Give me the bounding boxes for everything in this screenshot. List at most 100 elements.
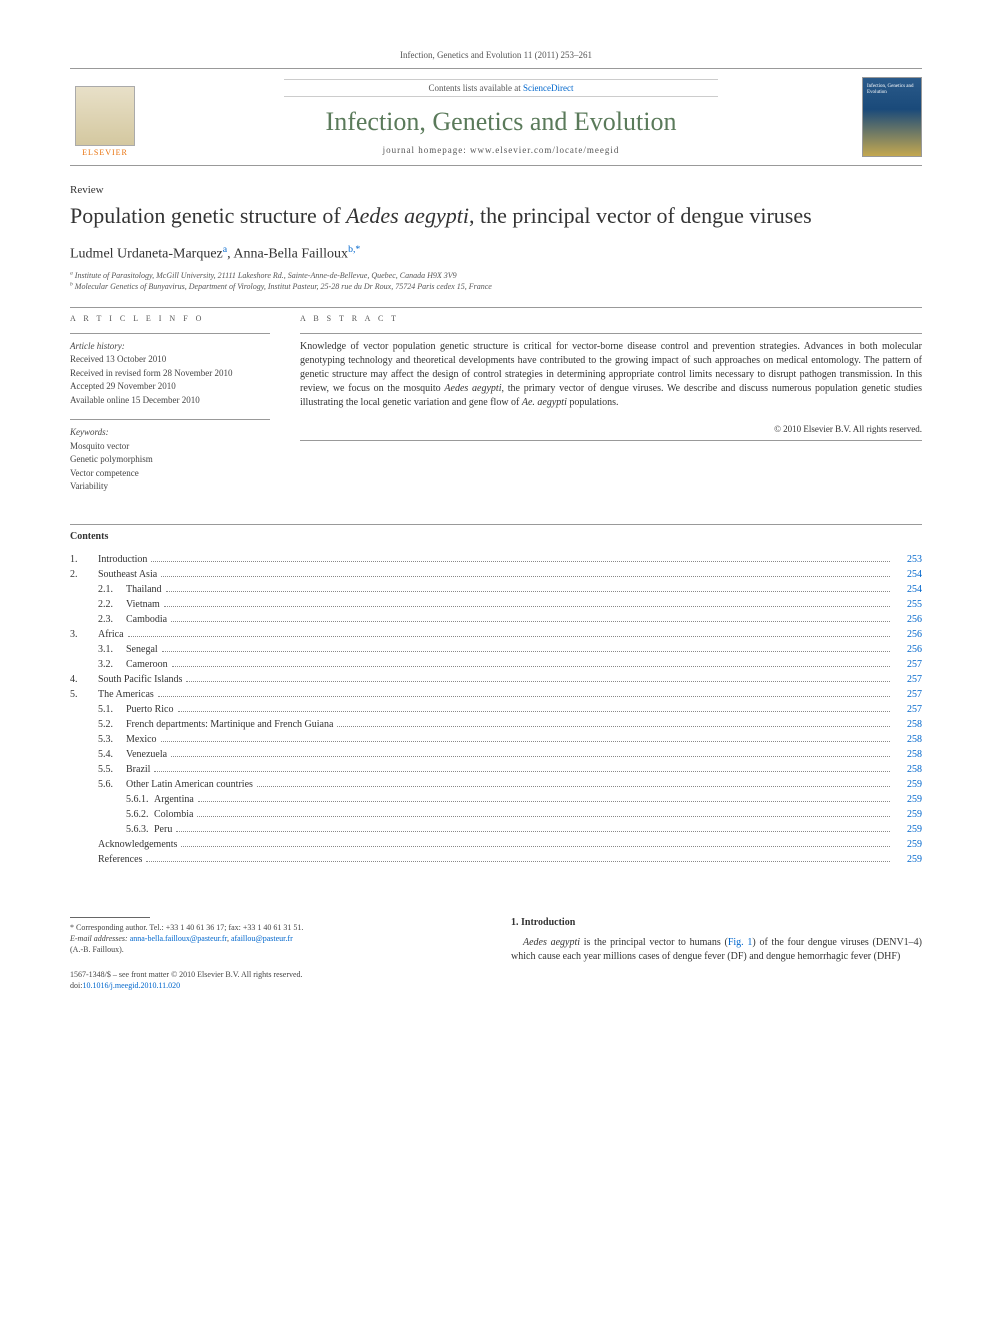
doi-link[interactable]: 10.1016/j.meegid.2010.11.020 — [82, 981, 180, 990]
toc-row[interactable]: 5.1.Puerto Rico257 — [70, 702, 922, 717]
contents-available: Contents lists available at ScienceDirec… — [284, 79, 717, 97]
toc-row[interactable]: 5.6.1.Argentina 259 — [70, 792, 922, 807]
toc-row[interactable]: 5.2.French departments: Martinique and F… — [70, 717, 922, 732]
journal-cover-thumb[interactable]: Infection, Genetics and Evolution — [862, 77, 922, 157]
corresponding-mark[interactable]: * — [355, 244, 360, 255]
toc-row[interactable]: References259 — [70, 852, 922, 867]
toc-page[interactable]: 256 — [894, 642, 922, 657]
toc-row[interactable]: 2.Southeast Asia254 — [70, 567, 922, 582]
sciencedirect-link[interactable]: ScienceDirect — [523, 83, 573, 93]
author-2[interactable]: Anna-Bella Failloux — [233, 246, 348, 261]
toc-page[interactable]: 254 — [894, 582, 922, 597]
toc-page[interactable]: 257 — [894, 657, 922, 672]
toc-row[interactable]: 4.South Pacific Islands257 — [70, 672, 922, 687]
toc-page[interactable]: 258 — [894, 762, 922, 777]
footnote-rule — [70, 917, 150, 918]
contents-text: Contents lists available at — [429, 83, 523, 93]
elsevier-logo[interactable]: ELSEVIER — [70, 77, 140, 157]
divider — [70, 419, 270, 420]
divider — [300, 440, 922, 441]
toc-page[interactable]: 258 — [894, 717, 922, 732]
toc-number: 5.6.1. — [126, 792, 154, 807]
intro-paragraph: Aedes aegypti is the principal vector to… — [511, 936, 922, 964]
toc-dots — [128, 636, 890, 637]
toc-number: 1. — [70, 552, 98, 567]
masthead-center: Contents lists available at ScienceDirec… — [140, 77, 862, 157]
toc-page[interactable]: 253 — [894, 552, 922, 567]
toc-page[interactable]: 259 — [894, 807, 922, 822]
article-title: Population genetic structure of Aedes ae… — [70, 202, 922, 230]
toc-page[interactable]: 256 — [894, 627, 922, 642]
figure-1-link[interactable]: Fig. 1 — [728, 937, 753, 948]
left-column: * Corresponding author. Tel.: +33 1 40 6… — [70, 917, 481, 992]
toc-dots — [154, 771, 890, 772]
email-2[interactable]: afaillou@pasteur.fr — [231, 934, 293, 943]
toc-dots — [171, 621, 890, 622]
toc-page[interactable]: 259 — [894, 852, 922, 867]
toc-page[interactable]: 257 — [894, 702, 922, 717]
toc-page[interactable]: 259 — [894, 822, 922, 837]
toc-row[interactable]: 2.1.Thailand254 — [70, 582, 922, 597]
info-abstract-row: A R T I C L E I N F O Article history: R… — [70, 314, 922, 506]
toc-row[interactable]: Acknowledgements259 — [70, 837, 922, 852]
toc-dots — [172, 666, 890, 667]
journal-homepage[interactable]: journal homepage: www.elsevier.com/locat… — [140, 145, 862, 155]
toc-label: Cameroon — [126, 657, 168, 672]
doi-line: doi:10.1016/j.meegid.2010.11.020 — [70, 980, 481, 991]
toc-label: Venezuela — [126, 747, 167, 762]
accepted-date: Accepted 29 November 2010 — [70, 380, 270, 394]
toc-row[interactable]: 5.3.Mexico258 — [70, 732, 922, 747]
toc-page[interactable]: 256 — [894, 612, 922, 627]
affiliations: a Institute of Parasitology, McGill Univ… — [70, 270, 922, 292]
email-1[interactable]: anna-bella.failloux@pasteur.fr — [130, 934, 227, 943]
toc-row[interactable]: 5.4.Venezuela258 — [70, 747, 922, 762]
toc-row[interactable]: 2.3.Cambodia256 — [70, 612, 922, 627]
toc-row[interactable]: 5.5.Brazil258 — [70, 762, 922, 777]
toc-row[interactable]: 5.6.3.Peru259 — [70, 822, 922, 837]
bottom-columns: * Corresponding author. Tel.: +33 1 40 6… — [70, 917, 922, 992]
toc-label: Africa — [98, 627, 124, 642]
toc-page[interactable]: 257 — [894, 672, 922, 687]
article-info-heading: A R T I C L E I N F O — [70, 314, 270, 323]
toc-number: 5.5. — [98, 762, 126, 777]
toc-row[interactable]: 5.6.Other Latin American countries259 — [70, 777, 922, 792]
divider — [300, 333, 922, 334]
keyword-1: Mosquito vector — [70, 440, 270, 454]
authors: Ludmel Urdaneta-Marqueza, Anna-Bella Fai… — [70, 244, 922, 263]
toc-number: 3.2. — [98, 657, 126, 672]
toc-page[interactable]: 259 — [894, 792, 922, 807]
toc-row[interactable]: 5.6.2.Colombia259 — [70, 807, 922, 822]
toc-dots — [161, 576, 890, 577]
corresponding-footnote: * Corresponding author. Tel.: +33 1 40 6… — [70, 922, 481, 956]
toc-page[interactable]: 255 — [894, 597, 922, 612]
received-date: Received 13 October 2010 — [70, 353, 270, 367]
toc-row[interactable]: 2.2.Vietnam255 — [70, 597, 922, 612]
author-1-affil[interactable]: a — [223, 244, 227, 255]
toc-page[interactable]: 259 — [894, 777, 922, 792]
abstract-copyright: © 2010 Elsevier B.V. All rights reserved… — [300, 424, 922, 434]
title-part-1: Population genetic structure of — [70, 203, 346, 228]
toc-row[interactable]: 3.1.Senegal256 — [70, 642, 922, 657]
toc-row[interactable]: 3.Africa256 — [70, 627, 922, 642]
toc-label: The Americas — [98, 687, 154, 702]
toc-number: 5.1. — [98, 702, 126, 717]
author-1[interactable]: Ludmel Urdaneta-Marquez — [70, 246, 223, 261]
toc-dots — [176, 831, 890, 832]
toc-row[interactable]: 3.2.Cameroon 257 — [70, 657, 922, 672]
toc-dots — [158, 696, 890, 697]
intro-heading: 1. Introduction — [511, 917, 922, 928]
toc-page[interactable]: 258 — [894, 747, 922, 762]
email-name: (A.-B. Failloux). — [70, 944, 481, 955]
keyword-4: Variability — [70, 480, 270, 494]
article-info: A R T I C L E I N F O Article history: R… — [70, 314, 270, 506]
toc-label: Colombia — [154, 807, 193, 822]
article-page: Infection, Genetics and Evolution 11 (20… — [0, 0, 992, 1031]
contents-heading: Contents — [70, 531, 922, 542]
toc-page[interactable]: 259 — [894, 837, 922, 852]
toc-page[interactable]: 257 — [894, 687, 922, 702]
toc-page[interactable]: 258 — [894, 732, 922, 747]
toc-page[interactable]: 254 — [894, 567, 922, 582]
toc-row[interactable]: 5.The Americas257 — [70, 687, 922, 702]
toc-row[interactable]: 1.Introduction253 — [70, 552, 922, 567]
toc-label: Argentina — [154, 792, 194, 807]
